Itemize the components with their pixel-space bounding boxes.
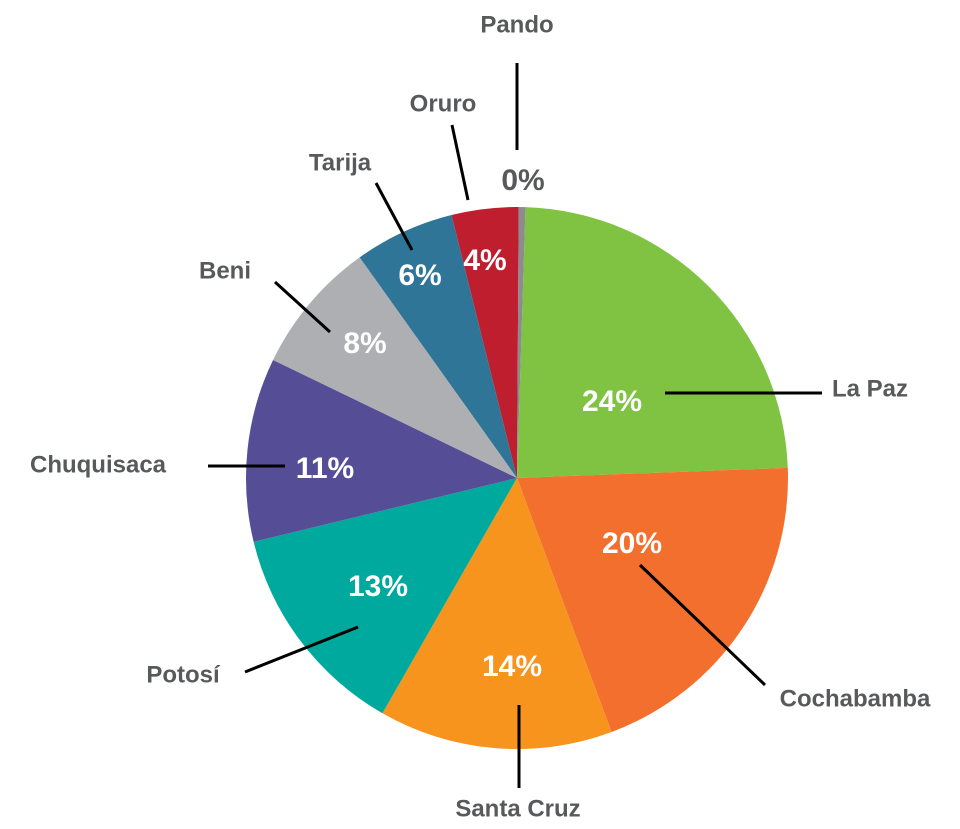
- category-label: Beni: [199, 257, 251, 284]
- category-label: Pando: [480, 11, 553, 38]
- leader-line: [450, 124, 470, 201]
- data-label: 0%: [501, 164, 544, 197]
- category-label: Tarija: [309, 149, 372, 176]
- data-label: 4%: [463, 244, 506, 277]
- leader-line: [374, 182, 414, 251]
- pie-slice: [517, 467, 788, 732]
- category-label: Santa Cruz: [455, 795, 580, 822]
- pie-slice: [359, 215, 517, 478]
- pie-slice: [517, 207, 526, 478]
- category-label: La Paz: [832, 375, 908, 402]
- leader-line: [638, 563, 767, 687]
- pie-slice: [273, 257, 517, 478]
- leader-line: [244, 625, 359, 674]
- data-label: 14%: [482, 650, 542, 683]
- pie-slice: [253, 478, 517, 714]
- category-label: Potosí: [146, 661, 221, 688]
- pie-slice: [382, 478, 612, 749]
- data-label: 11%: [296, 452, 354, 485]
- data-label: 6%: [398, 259, 441, 292]
- category-label: Oruro: [410, 90, 477, 117]
- data-label: 20%: [602, 527, 662, 560]
- category-label: Chuquisaca: [30, 451, 167, 478]
- pie-slice: [245, 359, 517, 542]
- data-label: 13%: [348, 570, 408, 603]
- pie-slice: [517, 207, 788, 478]
- pie-slice: [451, 207, 519, 478]
- category-label: Cochabamba: [780, 685, 931, 712]
- data-label: 8%: [343, 327, 386, 360]
- data-label: 24%: [582, 385, 642, 418]
- leader-line: [273, 280, 332, 334]
